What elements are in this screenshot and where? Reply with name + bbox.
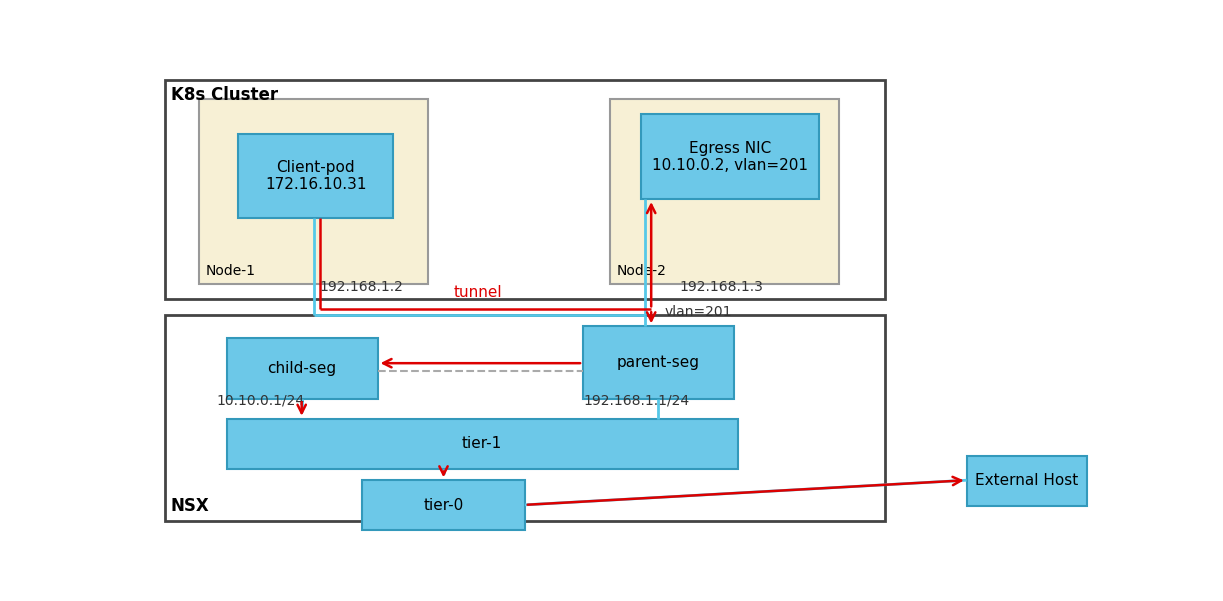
- Text: 192.168.1.2: 192.168.1.2: [319, 280, 404, 294]
- Bar: [966, 456, 1087, 505]
- Text: Client-pod
172.16.10.31: Client-pod 172.16.10.31: [265, 160, 367, 192]
- Text: Node-2: Node-2: [616, 264, 667, 278]
- Bar: [641, 114, 819, 199]
- Text: vlan=201: vlan=201: [664, 305, 731, 319]
- Text: External Host: External Host: [975, 473, 1079, 488]
- Text: NSX: NSX: [171, 497, 209, 515]
- Bar: [362, 480, 525, 530]
- Bar: [610, 99, 839, 284]
- Text: tunnel: tunnel: [454, 285, 503, 300]
- Text: 192.168.1.1/24: 192.168.1.1/24: [583, 393, 689, 407]
- Text: 10.10.0.1/24: 10.10.0.1/24: [216, 393, 305, 407]
- Text: child-seg: child-seg: [268, 361, 336, 376]
- Text: 192.168.1.3: 192.168.1.3: [680, 280, 763, 294]
- Text: Egress NIC
10.10.0.2, vlan=201: Egress NIC 10.10.0.2, vlan=201: [652, 141, 808, 173]
- Bar: [165, 80, 885, 299]
- Bar: [226, 419, 737, 469]
- Bar: [199, 99, 428, 284]
- Text: parent-seg: parent-seg: [618, 355, 700, 370]
- Text: tier-1: tier-1: [462, 436, 503, 451]
- Bar: [583, 326, 734, 400]
- Bar: [226, 338, 378, 400]
- Text: tier-0: tier-0: [423, 498, 464, 513]
- Text: Node-1: Node-1: [205, 264, 256, 278]
- Bar: [165, 315, 885, 521]
- Text: K8s Cluster: K8s Cluster: [171, 86, 278, 104]
- Bar: [238, 133, 393, 218]
